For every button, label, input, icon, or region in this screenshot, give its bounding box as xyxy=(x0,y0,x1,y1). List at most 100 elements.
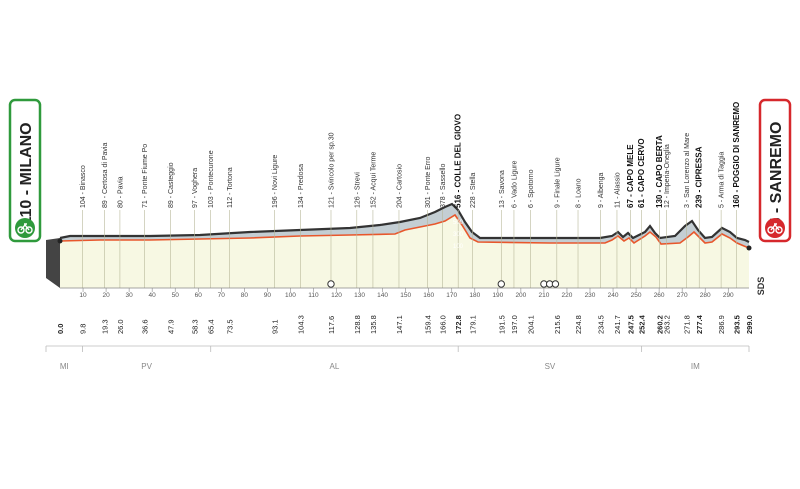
km-axis-tick-label: 210 xyxy=(538,292,549,299)
place-label-group: 160 - POGGIO DI SANREMO xyxy=(732,102,741,208)
finish-badge: 5 - SANREMO xyxy=(758,98,792,243)
place-label-group: 121 - Svincolo per sp.30 xyxy=(328,132,335,208)
km-label-group: 117.6 xyxy=(327,316,336,334)
km-label: 215.6 xyxy=(553,315,562,334)
place-label-group: 6 - Spotorno xyxy=(528,169,535,208)
km-label: 204.1 xyxy=(526,315,535,334)
place-label: 104 - Binasco xyxy=(80,165,87,208)
place-label-group: 126 - Strevi xyxy=(354,172,361,208)
place-label: 134 - Predosa xyxy=(298,164,305,208)
km-label: 26.0 xyxy=(116,319,125,334)
start-badge: 110 - MILANO xyxy=(8,98,42,243)
place-label: 112 - Tortona xyxy=(227,167,234,208)
km-axis-tick-label: 220 xyxy=(562,292,573,299)
km-label-group: 26.0 xyxy=(116,319,125,334)
km-label: 234.5 xyxy=(596,315,605,334)
place-label-group: 71 - Ponte Fiume Po xyxy=(142,144,149,208)
km-label-group: 159.4 xyxy=(423,315,432,334)
km-axis-tick-label: 60 xyxy=(195,292,203,299)
profile-ridge xyxy=(59,202,750,243)
km-label-group: 135.8 xyxy=(369,315,378,334)
place-label: 3 - San Lorenzo al Mare xyxy=(684,133,691,208)
place-label: 89 - Certosa di Pavia xyxy=(102,143,109,208)
km-label: 93.1 xyxy=(271,319,280,334)
place-label-group: 301 - Ponte Erro xyxy=(425,157,432,208)
sprint-icon xyxy=(327,280,335,288)
km-axis-tick-label: 250 xyxy=(631,292,642,299)
km-axis-tick-label: 20 xyxy=(102,292,110,299)
elevation-tick-label: 300 xyxy=(453,232,464,238)
place-label-group: 112 - Tortona xyxy=(227,167,234,208)
km-label: 299.0 xyxy=(745,315,754,334)
place-label: 71 - Ponte Fiume Po xyxy=(142,144,149,208)
place-label-group: 80 - Pavia xyxy=(117,176,124,208)
finish-dot xyxy=(746,245,752,251)
place-label-group: 6 - Vado Ligure xyxy=(511,161,518,208)
place-label-group: 89 - Certosa di Pavia xyxy=(102,143,109,208)
km-label-group: 252.4 xyxy=(638,314,647,334)
start-label: 110 - MILANO xyxy=(18,122,35,225)
svg-text:SDS: SDS xyxy=(756,277,766,296)
place-label-group: 3 - San Lorenzo al Mare xyxy=(684,133,691,208)
km-label: 191.5 xyxy=(497,315,506,334)
place-label: 6 - Spotorno xyxy=(528,169,535,208)
km-label-group: 299.0 xyxy=(745,315,754,334)
region-label: SV xyxy=(545,362,556,371)
km-axis-tick-label: 10 xyxy=(79,292,87,299)
region-label: AL xyxy=(330,362,340,371)
km-label-group: 36.6 xyxy=(140,319,149,334)
km-label: 36.6 xyxy=(140,319,149,334)
km-label: 9.8 xyxy=(79,324,88,334)
km-label: 73.5 xyxy=(225,319,234,334)
place-label-group: 378 - Sassello xyxy=(440,164,447,208)
km-label: 252.4 xyxy=(638,314,647,334)
km-label: 241.7 xyxy=(613,315,622,334)
km-label-group: 241.7 xyxy=(613,315,622,334)
region-bar: MI PV AL SV IM xyxy=(45,345,750,371)
km-label: 197.0 xyxy=(510,315,519,334)
km-label-group: 104.3 xyxy=(296,315,305,334)
km-label: 166.0 xyxy=(439,315,448,334)
place-label-group: 130 - CAPO BERTA xyxy=(655,135,664,208)
km-label: 179.1 xyxy=(469,315,478,334)
place-label-group: 239 - CIPRESSA xyxy=(695,146,704,208)
km-label-group: 191.5 xyxy=(497,315,506,334)
km-axis-tick-label: 230 xyxy=(585,292,596,299)
finish-badge-frame xyxy=(758,98,792,243)
km-label-group: 293.5 xyxy=(732,315,741,334)
km-label-group: 166.0 xyxy=(439,315,448,334)
km-label: 104.3 xyxy=(296,315,305,334)
km-label-group: 128.8 xyxy=(353,315,362,334)
km-label-group: 172.8 xyxy=(454,315,463,334)
place-label: 152 - Acqui Terme xyxy=(370,152,377,208)
km-label-group: 234.5 xyxy=(596,315,605,334)
km-label-group: 179.1 xyxy=(469,315,478,334)
place-label: 126 - Strevi xyxy=(354,172,361,208)
place-label: 5 - Arma di Taggia xyxy=(719,152,726,208)
sds-logo: SDS xyxy=(756,277,766,296)
profile-layer xyxy=(46,202,752,288)
km-label: 117.6 xyxy=(327,316,336,334)
km-axis-tick-label: 120 xyxy=(331,292,342,299)
place-label-group: 152 - Acqui Terme xyxy=(370,152,377,208)
place-label: 228 - Stella xyxy=(470,172,477,208)
km-label-group: 204.1 xyxy=(526,315,535,334)
km-label-group: 286.9 xyxy=(717,315,726,334)
km-axis-tick-label: 40 xyxy=(149,292,157,299)
place-label: 12 - Imperia-Oneglia xyxy=(664,144,671,208)
place-label: 160 - POGGIO DI SANREMO xyxy=(732,102,741,208)
km-axis-tick-label: 270 xyxy=(677,292,688,299)
feed-icon xyxy=(497,280,505,288)
elevation-tick-label: 500 xyxy=(453,220,464,226)
place-label-group: 12 - Imperia-Oneglia xyxy=(664,144,671,208)
region-label: IM xyxy=(691,362,700,371)
km-axis-tick-label: 70 xyxy=(218,292,226,299)
place-label-group: 8 - Loano xyxy=(576,178,583,208)
km-axis-tick-label: 160 xyxy=(423,292,434,299)
profile-relief xyxy=(60,204,749,248)
place-label: 130 - CAPO BERTA xyxy=(655,135,664,208)
place-label-group: 134 - Predosa xyxy=(298,164,305,208)
place-label: 61 - CAPO CERVO xyxy=(637,138,646,208)
km-label-group: 65.4 xyxy=(207,319,216,334)
